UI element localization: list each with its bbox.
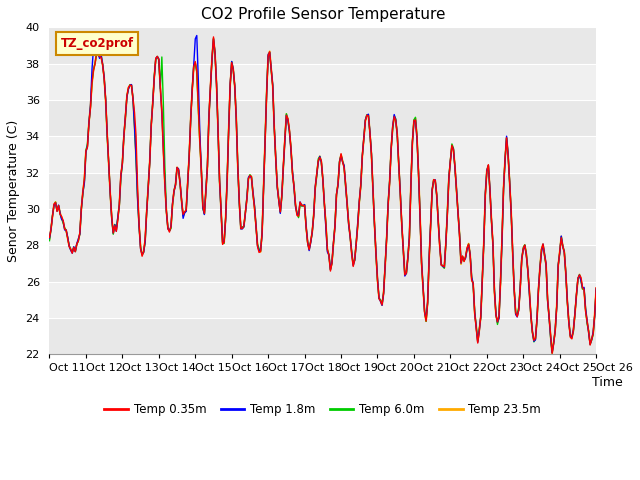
Bar	[49, 282, 596, 318]
Y-axis label: Senor Temperature (C): Senor Temperature (C)	[7, 120, 20, 262]
Bar	[49, 100, 596, 136]
Bar	[49, 209, 596, 245]
Legend: Temp 0.35m, Temp 1.8m, Temp 6.0m, Temp 23.5m: Temp 0.35m, Temp 1.8m, Temp 6.0m, Temp 2…	[100, 398, 546, 420]
Bar	[49, 27, 596, 64]
Bar	[49, 173, 596, 209]
Bar	[49, 64, 596, 100]
Text: TZ_co2prof: TZ_co2prof	[60, 37, 134, 50]
Bar	[49, 245, 596, 282]
Title: CO2 Profile Sensor Temperature: CO2 Profile Sensor Temperature	[200, 7, 445, 22]
Bar	[49, 136, 596, 173]
X-axis label: Time: Time	[592, 376, 623, 389]
Bar	[49, 318, 596, 354]
